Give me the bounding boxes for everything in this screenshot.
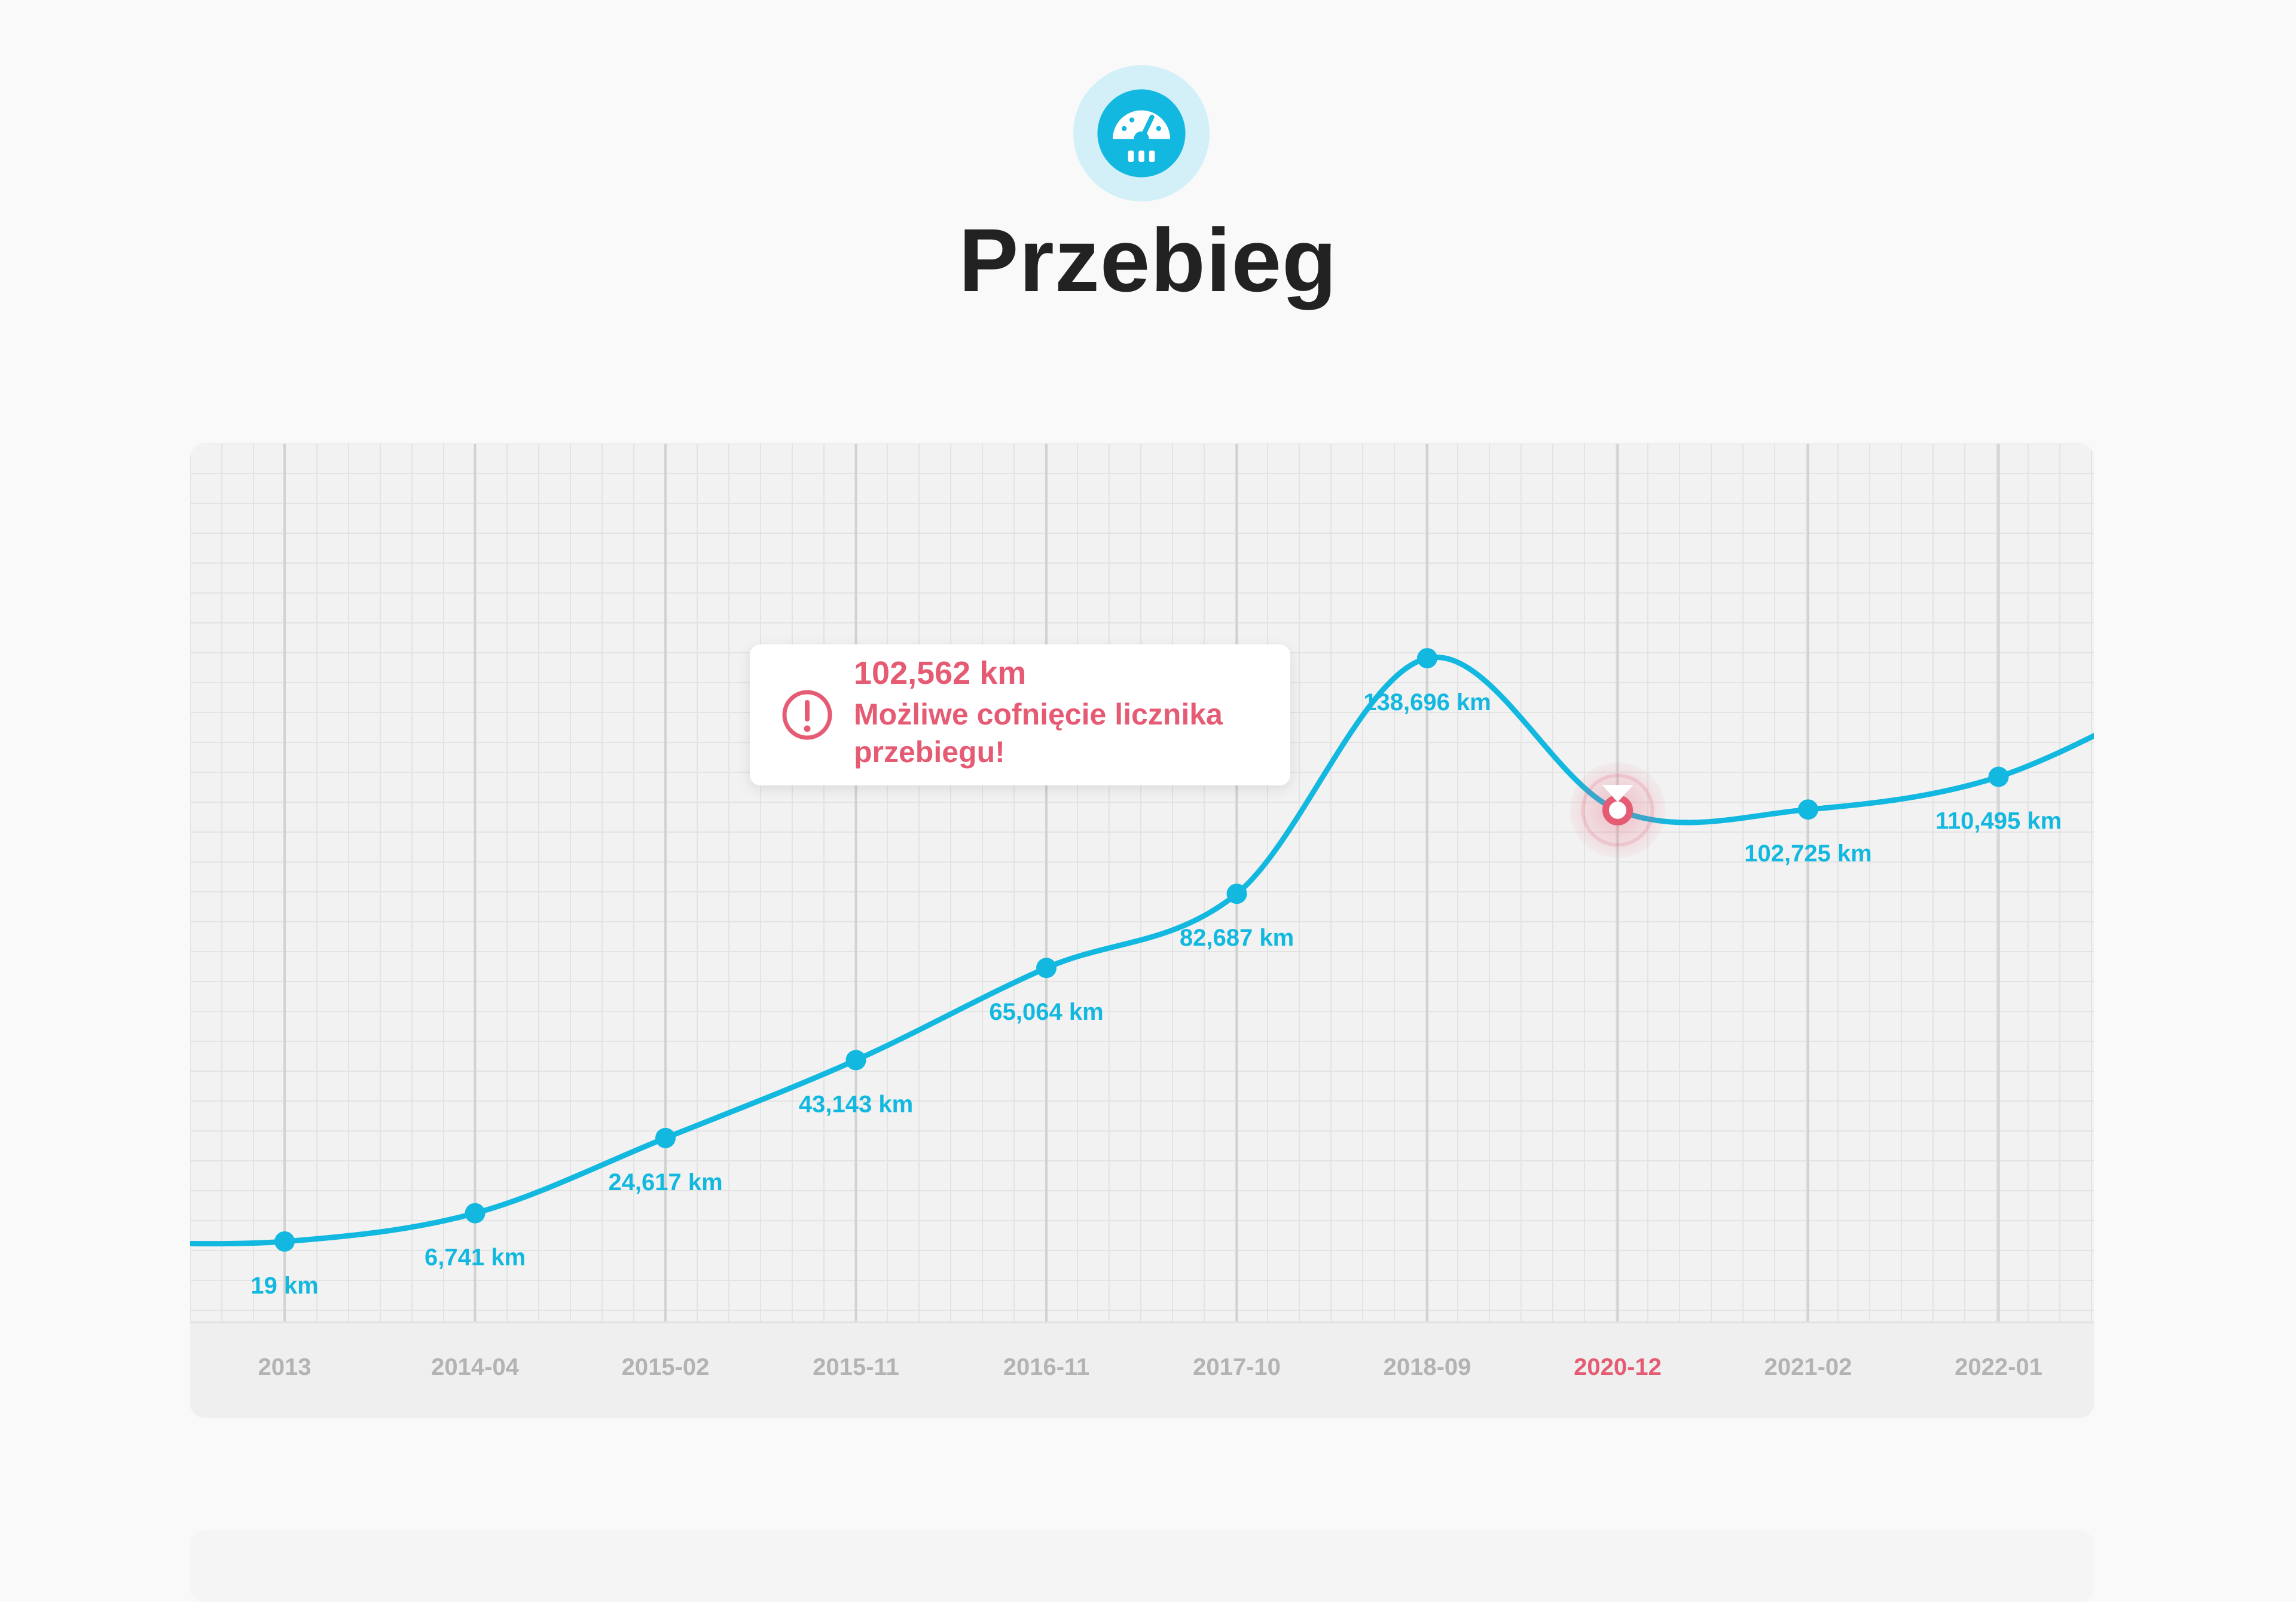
tooltip-message: przebiegu! [854,735,1005,769]
x-tick-label: 2013 [258,1354,312,1380]
data-point [1988,766,2009,787]
data-label: 19 km [251,1273,318,1299]
data-label: 138,696 km [1363,689,1491,716]
data-point [655,1127,676,1148]
x-tick-label: 2020-12 [1574,1354,1662,1380]
exclamation-circle-icon [782,690,832,740]
data-point [465,1203,486,1224]
data-point [1798,799,1818,820]
x-tick-label: 2015-11 [813,1354,899,1380]
data-point [1036,958,1057,979]
data-label: 110,495 km [1935,808,2062,834]
data-label: 65,064 km [989,999,1103,1025]
tooltip-message: Możliwe cofnięcie licznika [854,698,1223,731]
x-tick-label: 2018-09 [1384,1354,1471,1380]
data-label: 82,687 km [1180,925,1294,951]
grid [190,444,2094,1322]
warning-tooltip: 102,562 km Możliwe cofnięcie licznika prze… [750,644,1634,802]
data-point [1226,883,1247,904]
category-gridlines [283,444,2000,1322]
tooltip-box [750,644,1290,785]
data-point [845,1050,866,1071]
x-tick-label: 2022-01 [1955,1354,2042,1380]
x-tick-label: 2021-02 [1764,1354,1852,1380]
x-tick-label: 2015-02 [622,1354,710,1380]
x-tick-label: 2017-10 [1193,1354,1281,1380]
data-label: 24,617 km [608,1169,722,1196]
warning-point-ring [1581,774,1654,847]
data-label: 102,725 km [1744,840,1872,867]
tooltip-pointer [1602,785,1634,802]
speedometer-icon [1097,89,1186,178]
x-tick-label: 2014-04 [431,1354,520,1380]
speedometer-icon-badge [1073,65,1210,201]
data-label: 43,143 km [799,1091,913,1117]
data-label: 6,741 km [425,1245,526,1271]
tooltip-value: 102,562 km [854,655,1026,691]
mileage-chart: 19 km 6,741 km 24,617 km 43,143 km 65,064 km… [190,444,2094,1418]
mileage-chart-svg: 19 km 6,741 km 24,617 km 43,143 km 65,064 km… [190,444,2094,1418]
page-title: Przebieg [958,210,1338,310]
x-axis-band [190,1322,2094,1418]
data-point [274,1231,295,1252]
next-section-card [190,1530,2094,1602]
data-point [1417,648,1437,669]
x-tick-label: 2016-11 [1003,1354,1090,1380]
